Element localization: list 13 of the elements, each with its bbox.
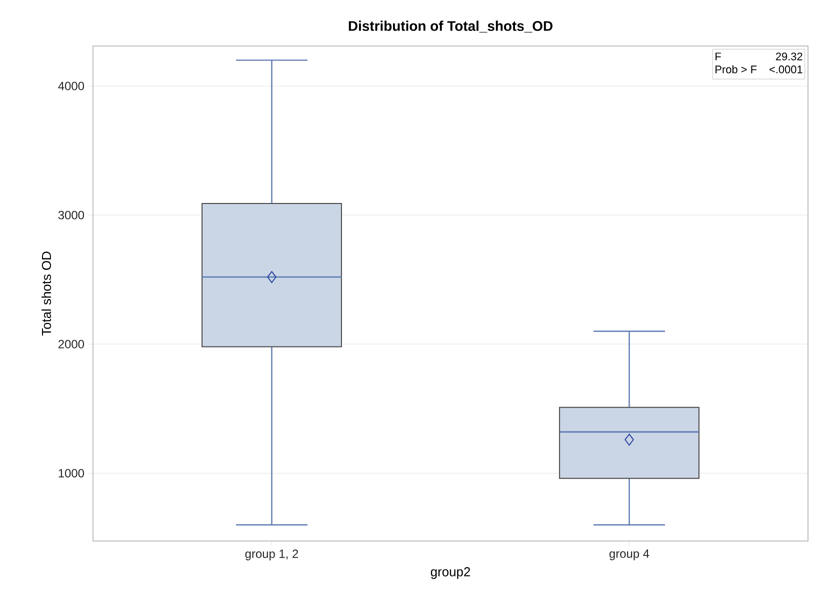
y-tick-label: 2000 [58, 340, 84, 348]
y-tick-label: 4000 [58, 82, 84, 90]
y-tick-label: 3000 [58, 210, 84, 220]
annotation: 29.32 [776, 52, 802, 60]
x-tick-label: group 4 [609, 550, 650, 560]
x-tick-label: group 1, 2 [245, 550, 298, 560]
y-axis-title: Total shots OD [42, 252, 52, 336]
annotation: Prob > F [716, 65, 757, 74]
annotation: <.0001 [770, 66, 802, 74]
y-tick-label: 1000 [58, 469, 84, 478]
annotation: F [716, 52, 721, 60]
chart-title: Distribution of Total_shots_OD [348, 20, 552, 32]
x-axis-title: group2 [430, 567, 470, 579]
